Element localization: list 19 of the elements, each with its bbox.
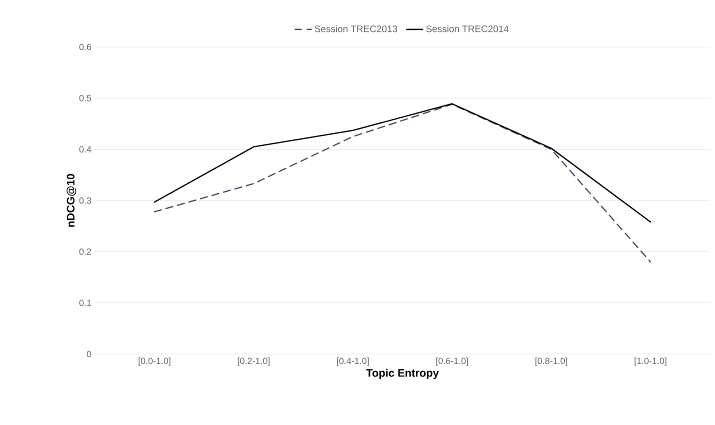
y-tick-label: 0.2: [79, 248, 92, 255]
x-tick-label: [0.4-1.0]: [337, 358, 369, 366]
y-tick-label: 0.4: [79, 146, 92, 153]
x-tick-label: [0.6-1.0]: [436, 358, 468, 366]
legend-label: Session TREC2014: [426, 25, 509, 32]
y-tick-label: 0.1: [79, 300, 92, 306]
y-axis-title: nDCG@10: [66, 174, 76, 227]
legend-label: Session TREC2013: [314, 25, 398, 32]
x-tick-label: [1.0-1.0]: [634, 358, 666, 366]
x-axis-title: Topic Entropy: [366, 368, 439, 379]
y-tick-label: 0.5: [79, 94, 92, 102]
x-tick-label: [0.0-1.0]: [138, 358, 170, 366]
line-series: [154, 104, 652, 263]
x-tick-label: [0.2-1.0]: [238, 358, 270, 366]
y-tick-label: 0.6: [79, 44, 92, 50]
line-series: [154, 103, 652, 223]
x-tick-label: [0.8-1.0]: [535, 358, 568, 366]
y-tick-label: 0.3: [79, 197, 92, 204]
y-tick-label: 0: [86, 350, 92, 358]
